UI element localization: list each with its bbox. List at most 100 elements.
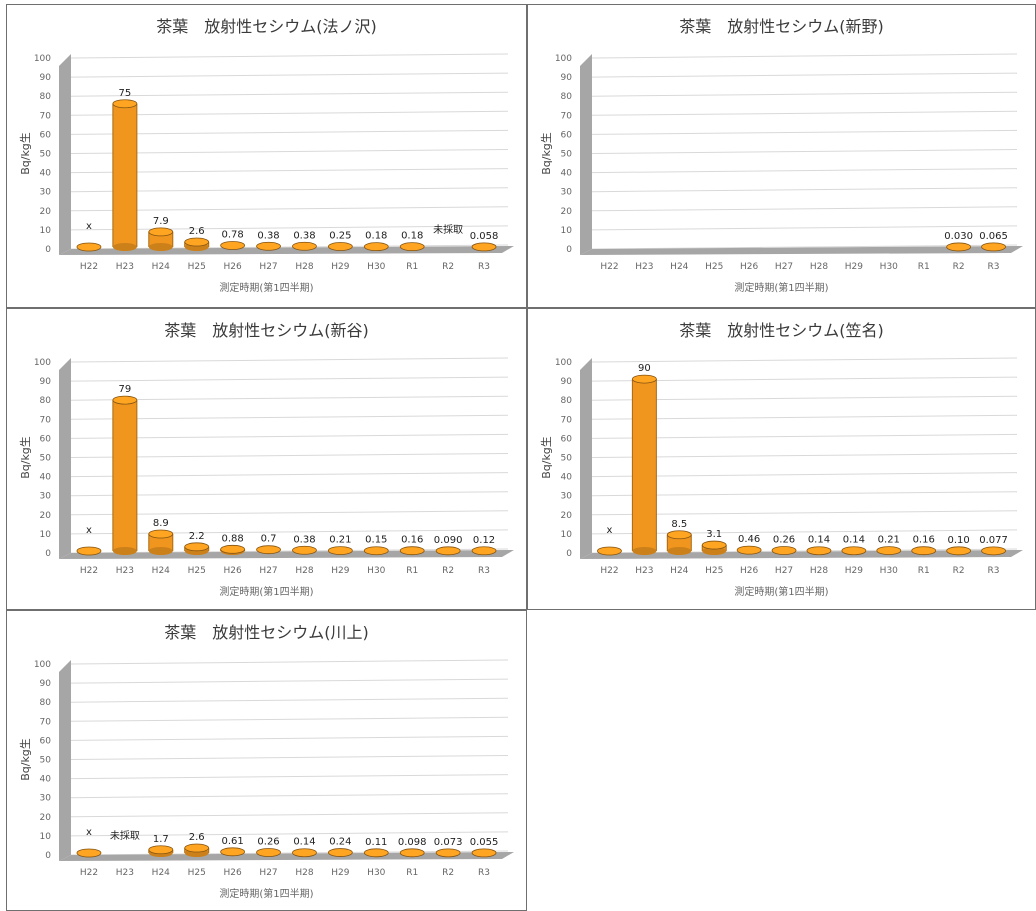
data-label: 0.24 bbox=[329, 837, 351, 848]
data-label: 79 bbox=[119, 384, 132, 395]
gridline bbox=[591, 206, 1018, 212]
x-tick-label: H26 bbox=[224, 262, 242, 272]
bar-body bbox=[112, 103, 137, 247]
bar-base bbox=[702, 547, 727, 555]
bar-cap bbox=[256, 545, 281, 555]
y-tick-label: 50 bbox=[561, 454, 573, 464]
bar-cap bbox=[112, 99, 138, 109]
data-label: 1.7 bbox=[153, 834, 169, 845]
chart-title: 茶葉 放射性セシウム(新谷) bbox=[164, 321, 369, 340]
data-label: 0.10 bbox=[947, 535, 969, 546]
bar-cap bbox=[327, 242, 353, 251]
x-tick-label: H26 bbox=[224, 868, 242, 878]
bar-cap bbox=[148, 227, 174, 237]
x-tick-label: H24 bbox=[670, 566, 688, 576]
data-label: 0.18 bbox=[401, 231, 423, 242]
data-label: 3.1 bbox=[706, 529, 722, 540]
gridline bbox=[591, 414, 1018, 420]
chart-title: 茶葉 放射性セシウム(川上) bbox=[164, 623, 369, 642]
data-label: x bbox=[86, 525, 92, 536]
gridline bbox=[70, 149, 509, 154]
bar-cap bbox=[981, 242, 1006, 252]
x-axis-label: 測定時期(第1四半期) bbox=[219, 281, 313, 294]
data-label: 0.7 bbox=[261, 534, 277, 545]
y-tick-label: 40 bbox=[561, 473, 573, 483]
data-label: 0.058 bbox=[470, 231, 499, 242]
y-tick-label: 70 bbox=[40, 717, 52, 727]
gridline bbox=[70, 659, 509, 665]
y-tick-label: 20 bbox=[40, 813, 52, 823]
bar-base bbox=[632, 547, 657, 555]
x-tick-label: R1 bbox=[918, 566, 930, 576]
x-tick-label: H29 bbox=[845, 566, 863, 576]
x-tick-label: R1 bbox=[918, 262, 930, 272]
y-tick-label: 0 bbox=[45, 549, 51, 559]
chart-panel-kasana: 茶葉 放射性セシウム(笠名) 0 10 20 30 40 50 60 70 80 90 100 Bq/k… bbox=[527, 308, 1036, 610]
y-tick-label: 100 bbox=[555, 358, 572, 368]
x-tick-label: R3 bbox=[988, 262, 1000, 272]
data-label: 0.11 bbox=[365, 837, 387, 848]
y-tick-label: 40 bbox=[561, 169, 573, 179]
data-label: 0.61 bbox=[221, 836, 243, 847]
y-tick-label: 90 bbox=[561, 377, 573, 387]
data-label: 0.090 bbox=[434, 535, 463, 546]
gridline bbox=[70, 91, 509, 97]
y-axis-label: Bq/kg生 bbox=[18, 132, 32, 175]
y-tick-label: 10 bbox=[561, 226, 573, 236]
gridline bbox=[591, 472, 1018, 478]
x-tick-label: H30 bbox=[367, 868, 385, 878]
y-tick-label: 100 bbox=[34, 660, 51, 670]
bar-cap bbox=[771, 546, 797, 555]
bar-cap bbox=[911, 546, 937, 556]
data-label: 0.16 bbox=[401, 535, 423, 546]
data-label: 0.46 bbox=[738, 534, 760, 545]
y-tick-label: 30 bbox=[40, 188, 52, 198]
bar-cap bbox=[806, 546, 832, 556]
chart-panel-kawakami: 茶葉 放射性セシウム(川上) 0 10 20 30 40 50 60 70 80 90 100 Bq/k… bbox=[6, 610, 527, 911]
gridline bbox=[591, 548, 1018, 554]
gridline bbox=[70, 110, 509, 116]
gridline bbox=[70, 129, 509, 135]
y-axis-label: Bq/kg生 bbox=[18, 738, 32, 781]
bar-cap bbox=[701, 540, 727, 550]
data-label: 0.065 bbox=[979, 231, 1008, 242]
y-tick-label: 10 bbox=[40, 530, 52, 540]
x-tick-label: H28 bbox=[810, 566, 828, 576]
y-tick-label: 20 bbox=[561, 207, 573, 217]
gridline bbox=[70, 206, 509, 212]
data-label: 0.21 bbox=[329, 535, 351, 546]
bar-cap bbox=[76, 546, 102, 556]
gridline bbox=[591, 376, 1018, 382]
y-axis-label: Bq/kg生 bbox=[539, 132, 553, 175]
y-tick-label: 60 bbox=[561, 130, 573, 140]
bar-body bbox=[148, 534, 173, 551]
bar-cap bbox=[736, 545, 762, 555]
y-tick-label: 30 bbox=[40, 794, 52, 804]
x-axis-label: 測定時期(第1四半期) bbox=[219, 585, 313, 598]
chart-svg-honosawa: 茶葉 放射性セシウム(法ノ沢) 0 10 20 30 40 50 60 70 80 90 100 Bq/… bbox=[18, 17, 514, 294]
bar-base bbox=[112, 243, 137, 251]
gridline bbox=[591, 110, 1018, 116]
bar-cap bbox=[148, 845, 174, 855]
x-tick-label: H29 bbox=[845, 262, 863, 272]
chart-panel-niino: 茶葉 放射性セシウム(新野) 0 10 20 30 40 50 60 70 80 90 100 Bq/k… bbox=[527, 4, 1036, 308]
x-tick-label: H22 bbox=[600, 566, 618, 576]
x-tick-label: H22 bbox=[600, 262, 618, 272]
left-wall bbox=[59, 358, 71, 559]
gridline bbox=[591, 510, 1018, 516]
gridline bbox=[70, 755, 509, 760]
bar-cap bbox=[471, 848, 497, 858]
gridline bbox=[70, 72, 509, 78]
x-tick-label: H29 bbox=[331, 868, 349, 878]
data-label: 0.25 bbox=[329, 231, 351, 242]
bar-cap bbox=[256, 241, 281, 251]
bar-body bbox=[112, 400, 137, 551]
y-tick-label: 50 bbox=[40, 756, 52, 766]
gridline bbox=[70, 433, 509, 439]
bar-base bbox=[667, 547, 692, 555]
data-label: 0.098 bbox=[398, 837, 427, 848]
data-label: 0.14 bbox=[808, 535, 830, 546]
gridline bbox=[70, 548, 509, 554]
gridline bbox=[591, 91, 1018, 97]
gridline bbox=[70, 850, 509, 856]
